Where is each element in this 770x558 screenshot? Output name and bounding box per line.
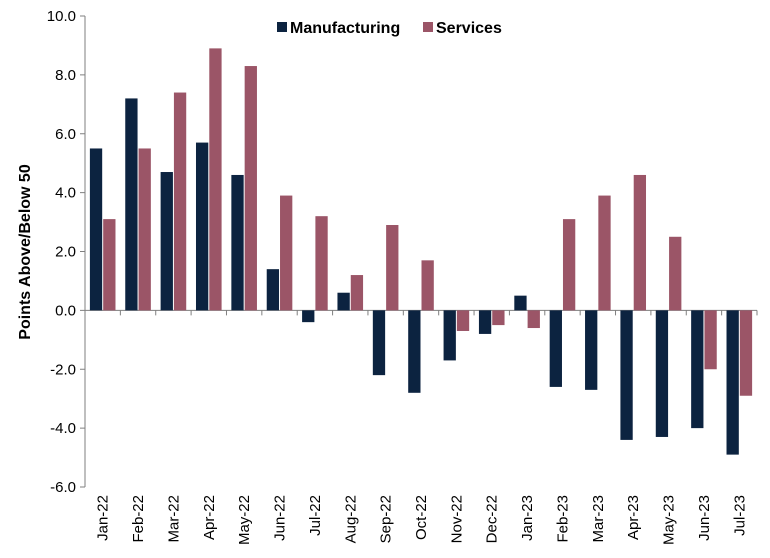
x-tick-label: Jul-23 — [731, 495, 748, 536]
legend-swatch-manufacturing — [277, 22, 287, 32]
legend-label-manufacturing: Manufacturing — [290, 20, 400, 37]
x-tick-label: Apr-22 — [201, 495, 218, 540]
bar-services-oct-22 — [421, 260, 434, 311]
x-tick-label: Apr-23 — [625, 495, 642, 540]
y-tick-label: 4.0 — [55, 185, 76, 202]
x-tick-label: Jan-22 — [95, 495, 112, 541]
bar-services-jun-22 — [280, 195, 293, 311]
bar-manufacturing-jan-23 — [514, 295, 527, 311]
bar-services-sep-22 — [386, 225, 399, 311]
y-tick-label: 8.0 — [55, 67, 76, 84]
bar-manufacturing-feb-23 — [549, 310, 562, 387]
x-tick-label: Mar-22 — [165, 495, 182, 543]
legend: Manufacturing Services — [277, 20, 502, 37]
legend-swatch-services — [423, 22, 433, 32]
bar-services-jul-23 — [739, 310, 753, 396]
bar-services-mar-23 — [598, 195, 611, 311]
y-tick-label: 0.0 — [55, 302, 76, 319]
bar-manufacturing-apr-23 — [620, 310, 633, 440]
y-tick-label: 10.0 — [47, 8, 76, 25]
bar-manufacturing-jan-22 — [89, 148, 103, 311]
x-tick-label: Sep-22 — [378, 495, 395, 543]
bar-services-jun-23 — [704, 310, 717, 370]
bar-manufacturing-jun-22 — [266, 269, 280, 311]
bar-services-mar-22 — [173, 92, 187, 311]
bar-manufacturing-feb-22 — [125, 98, 138, 311]
plot-area: -6.0 -4.0 -2.0 0.0 2.0 4.0 6.0 8.0 10.0 Jan-22 Feb… — [47, 8, 758, 545]
bar-manufacturing-may-23 — [655, 310, 669, 437]
x-tick-label: Oct-22 — [413, 495, 430, 540]
x-tick-label: Jul-22 — [307, 495, 324, 536]
y-tick-label: 6.0 — [55, 126, 76, 143]
x-tick-label: Dec-22 — [484, 495, 501, 543]
bar-manufacturing-jul-23 — [726, 310, 739, 455]
x-tick-label: Nov-22 — [448, 495, 465, 543]
bar-manufacturing-dec-22 — [478, 310, 492, 334]
x-tick-label: Jun-23 — [696, 495, 713, 541]
bar-manufacturing-aug-22 — [337, 292, 350, 311]
bar-services-dec-22 — [492, 310, 505, 326]
bar-manufacturing-oct-22 — [408, 310, 421, 393]
x-tick-label: May-23 — [661, 495, 678, 545]
x-tick-label: Jun-22 — [272, 495, 289, 541]
bar-manufacturing-jun-23 — [691, 310, 704, 429]
bar-services-jul-22 — [315, 216, 328, 311]
y-tick-label: -2.0 — [50, 361, 76, 378]
bar-services-apr-23 — [633, 174, 647, 311]
bar-manufacturing-may-22 — [231, 174, 244, 311]
x-tick-label: Jan-23 — [519, 495, 536, 541]
y-tick-label: 2.0 — [55, 244, 76, 261]
x-tick-label: May-22 — [236, 495, 253, 545]
bar-manufacturing-sep-22 — [372, 310, 386, 376]
bar-services-jan-22 — [103, 219, 116, 311]
bar-manufacturing-mar-22 — [160, 172, 173, 311]
y-tick-label: -4.0 — [50, 420, 76, 437]
bar-manufacturing-mar-23 — [585, 310, 598, 390]
bar-manufacturing-apr-22 — [195, 142, 209, 311]
bar-services-may-22 — [244, 66, 257, 311]
bar-services-apr-22 — [209, 48, 222, 311]
bar-services-aug-22 — [350, 275, 364, 311]
bar-services-nov-22 — [456, 310, 470, 331]
bar-services-feb-22 — [138, 148, 151, 311]
x-tick-label: Aug-22 — [342, 495, 359, 543]
bar-services-jan-23 — [527, 310, 540, 329]
bar-services-feb-23 — [562, 219, 576, 311]
x-tick-label: Feb-23 — [554, 495, 571, 543]
y-tick-label: -6.0 — [50, 479, 76, 496]
bar-services-may-23 — [669, 236, 682, 311]
bar-manufacturing-nov-22 — [443, 310, 456, 361]
legend-label-services: Services — [436, 20, 502, 37]
y-axis-label: Points Above/Below 50 — [17, 164, 34, 340]
x-tick-label: Mar-23 — [590, 495, 607, 543]
x-tick-label: Feb-22 — [130, 495, 147, 543]
bar-manufacturing-jul-22 — [302, 310, 315, 323]
